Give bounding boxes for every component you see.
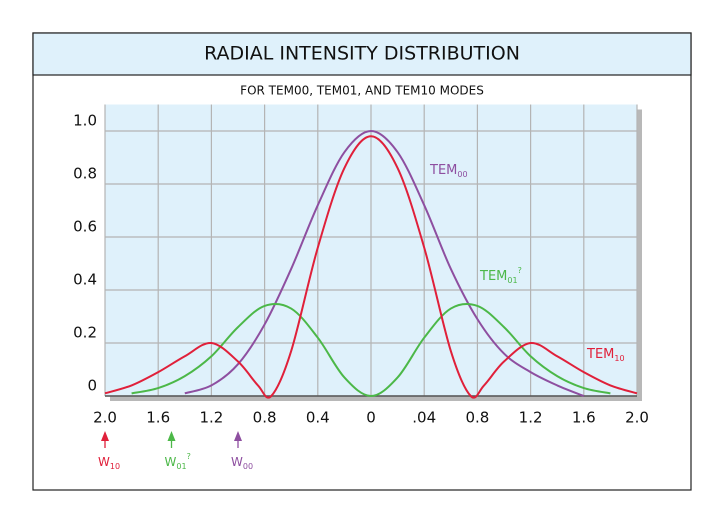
marker-label: W00 [231,455,253,471]
x-tick-label: 0 [366,409,376,427]
marker-label: W01? [165,452,191,471]
marker-arrow-head [167,431,176,441]
label-base: TEM [479,269,507,284]
series-line [131,302,611,398]
marker-label: W10 [98,455,120,471]
label-sub: 10 [110,462,120,471]
label-base: W [231,455,243,469]
x-tick-label: 1.6 [572,409,596,427]
y-tick-label: 0.2 [73,324,97,342]
title-band [32,32,692,76]
x-tick-label: 1.6 [146,409,170,427]
label-base: TEM [429,163,457,178]
y-tick-label: 0.8 [73,165,97,183]
y-tick-label: 0.4 [73,271,97,289]
chart-subtitle: FOR TEM00, TEM01, AND TEM10 MODES [240,84,484,98]
chart-title: RADIAL INTENSITY DISTRIBUTION [204,43,520,65]
label-sup: ? [518,266,522,275]
x-tick-label: 0.8 [465,409,489,427]
x-tick-label: 1.2 [199,409,223,427]
x-tick-label: 0.8 [253,409,277,427]
series-label: TEM00 [429,163,468,179]
series-label: TEM10 [586,347,625,363]
label-sub: 10 [614,354,624,363]
y-tick-label: 1.0 [73,112,97,130]
x-tick-label: 0.4 [306,409,330,427]
x-tick-label: 2.0 [93,409,117,427]
label-base: W [98,455,110,469]
x-tick-label: 2.0 [625,409,649,427]
label-sup: ? [187,452,191,461]
label-sub: 00 [457,170,467,179]
y-tick-label: 0.6 [73,218,97,236]
label-sub: 01 [507,276,517,285]
series-line [184,129,585,397]
x-tick-label: 1.2 [519,409,543,427]
marker-arrow-head [101,431,109,441]
label-base: W [165,455,177,469]
label-base: TEM [586,347,614,362]
series-label: TEM01? [479,266,522,285]
label-sub: 01 [176,462,186,471]
marker-arrow-head [234,431,242,441]
series-line [104,135,638,399]
x-tick-label: .04 [412,409,436,427]
label-sub: 00 [243,462,253,471]
y-tick-label: 0 [87,377,97,395]
